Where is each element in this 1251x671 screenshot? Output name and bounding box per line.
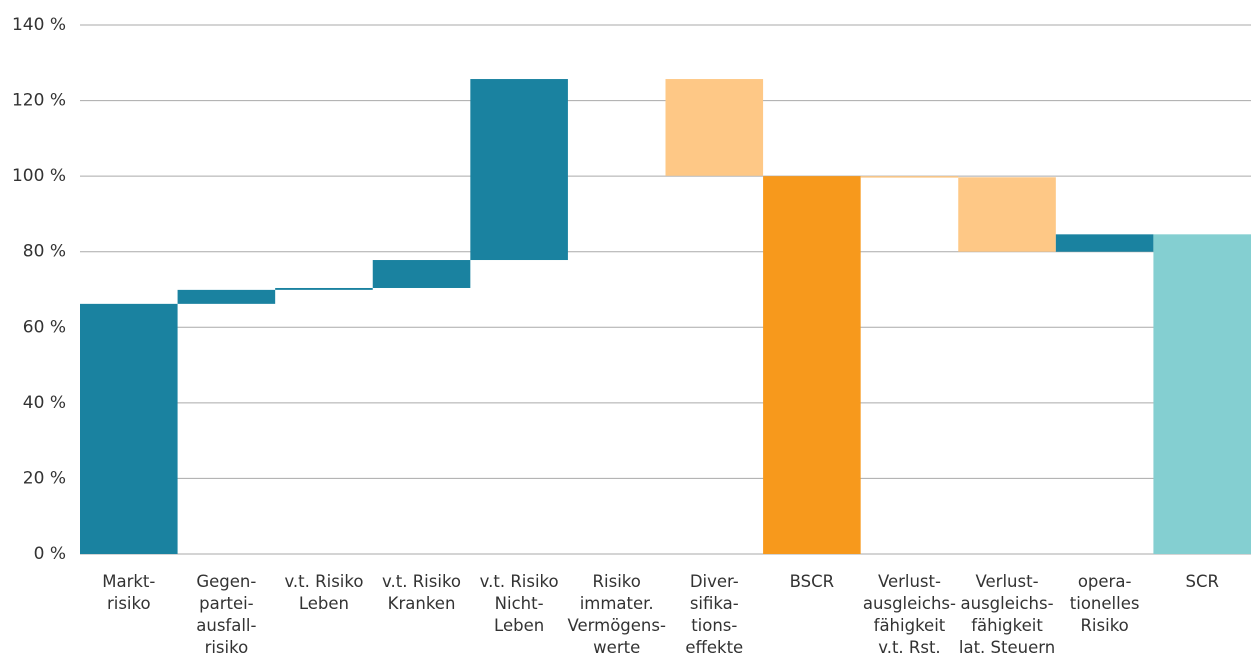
x-tick-label: Verlust- ausgleichs- fähigkeit v.t. Rst. <box>862 572 956 657</box>
x-tick-label: BSCR <box>789 572 835 591</box>
bar <box>665 79 764 176</box>
y-tick-label: 0 % <box>34 544 66 564</box>
bar <box>860 176 959 178</box>
bar <box>1153 234 1251 554</box>
y-tick-label: 120 % <box>12 91 66 111</box>
y-tick-label: 140 % <box>12 15 66 35</box>
bar <box>763 176 861 554</box>
bar <box>372 260 471 288</box>
y-tick-label: 60 % <box>23 317 66 337</box>
y-tick-label: 100 % <box>12 166 66 186</box>
x-tick-label: v.t. Risiko Kranken <box>382 572 462 613</box>
x-tick-label: Diver- sifika- tions- effekte <box>685 572 744 657</box>
y-tick-label: 40 % <box>23 393 66 413</box>
y-tick-label: 80 % <box>23 242 66 262</box>
y-tick-label: 20 % <box>23 468 66 488</box>
bar <box>1055 234 1154 252</box>
bar <box>958 177 1056 252</box>
bar <box>177 289 276 304</box>
x-tick-label: v.t. Risiko Nicht- Leben <box>479 572 559 635</box>
bar <box>80 303 178 554</box>
bar <box>470 79 568 261</box>
x-tick-label: opera- tionelles Risiko <box>1069 572 1140 635</box>
x-tick-label: v.t. Risiko Leben <box>284 572 364 613</box>
x-tick-label: Gegen- partei- ausfall- risiko <box>196 572 257 657</box>
x-tick-label: Markt- risiko <box>102 572 156 613</box>
x-tick-label: SCR <box>1185 572 1219 591</box>
x-tick-label: Risiko immater. Vermögens- werte <box>567 572 666 657</box>
x-tick-label: Verlust- ausgleichs- fähigkeit lat. Steu… <box>958 572 1056 657</box>
bar <box>275 287 373 290</box>
